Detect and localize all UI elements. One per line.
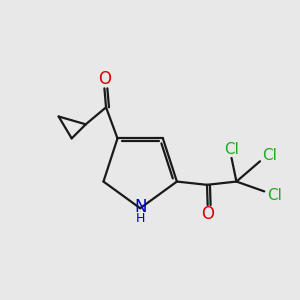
Text: O: O — [201, 205, 214, 223]
Text: Cl: Cl — [224, 142, 239, 157]
Text: H: H — [136, 212, 145, 224]
Text: O: O — [98, 70, 111, 88]
Text: Cl: Cl — [267, 188, 281, 203]
Text: N: N — [134, 198, 146, 216]
Text: Cl: Cl — [262, 148, 277, 163]
